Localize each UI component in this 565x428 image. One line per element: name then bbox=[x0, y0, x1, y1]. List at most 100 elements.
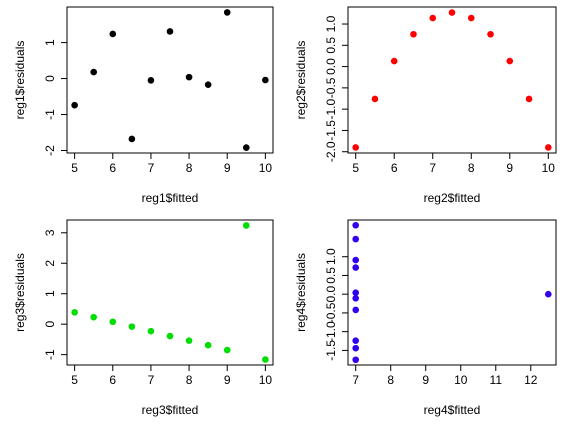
point bbox=[352, 344, 360, 352]
point bbox=[262, 356, 269, 363]
point bbox=[242, 222, 250, 229]
point bbox=[352, 356, 360, 364]
x-tick-label: 8 bbox=[186, 373, 193, 387]
point bbox=[352, 235, 360, 243]
x-tick-label: 12 bbox=[524, 373, 538, 387]
x-tick-label: 9 bbox=[422, 373, 429, 387]
y-tick-label: 1.0 bbox=[324, 248, 338, 265]
y-tick-label: 1.0 bbox=[324, 15, 338, 32]
x-tick-label: 10 bbox=[259, 373, 273, 387]
x-tick-label: 5 bbox=[71, 161, 78, 175]
x-axis-label: reg2$fitted bbox=[424, 191, 481, 205]
point bbox=[352, 289, 360, 296]
point bbox=[90, 313, 98, 321]
x-tick-label: 10 bbox=[454, 373, 468, 387]
x-tick-label: 5 bbox=[71, 373, 78, 387]
y-tick-label: 3 bbox=[43, 229, 57, 236]
x-tick-label: 9 bbox=[224, 373, 231, 387]
point bbox=[185, 337, 193, 344]
point bbox=[204, 81, 212, 88]
x-tick-label: 7 bbox=[429, 161, 436, 175]
point bbox=[448, 9, 456, 16]
x-tick-label: 10 bbox=[542, 161, 556, 175]
point bbox=[467, 14, 475, 22]
point bbox=[352, 295, 360, 302]
y-axis-label: reg4$residuals bbox=[294, 253, 308, 332]
point bbox=[544, 290, 552, 298]
point bbox=[71, 309, 78, 316]
plot-frame bbox=[347, 219, 557, 366]
point bbox=[166, 28, 174, 35]
point bbox=[223, 9, 231, 16]
point bbox=[147, 327, 155, 335]
x-tick-label: 5 bbox=[352, 161, 359, 175]
y-tick-label: -0.5 bbox=[324, 77, 338, 98]
y-tick-label: 1 bbox=[43, 39, 57, 46]
x-tick-label: 7 bbox=[148, 161, 155, 175]
point bbox=[109, 318, 117, 326]
point bbox=[352, 306, 360, 314]
point bbox=[544, 144, 552, 151]
y-tick-label: 1 bbox=[43, 290, 57, 297]
x-tick-label: 8 bbox=[387, 373, 394, 387]
y-axis-label: reg2$residuals bbox=[294, 41, 308, 120]
y-tick-label: -0.5 bbox=[324, 302, 338, 323]
x-tick-label: 9 bbox=[224, 161, 231, 175]
x-tick-label: 6 bbox=[109, 373, 116, 387]
point bbox=[352, 221, 360, 229]
x-tick-label: 7 bbox=[352, 373, 359, 387]
x-axis-label: reg1$fitted bbox=[142, 191, 199, 205]
point bbox=[128, 135, 136, 143]
y-tick-label: -1 bbox=[43, 349, 57, 360]
x-tick-label: 11 bbox=[490, 373, 503, 387]
y-tick-label: -1.0 bbox=[324, 98, 338, 119]
point bbox=[487, 30, 494, 38]
point bbox=[352, 337, 360, 344]
plot-frame bbox=[347, 6, 557, 154]
point bbox=[410, 30, 417, 38]
point bbox=[506, 57, 514, 65]
point bbox=[223, 346, 231, 354]
point bbox=[352, 256, 360, 264]
y-tick-label: 0 bbox=[43, 75, 57, 82]
y-tick-label: 0.5 bbox=[324, 267, 338, 284]
point bbox=[204, 341, 212, 349]
x-tick-label: 9 bbox=[506, 161, 513, 175]
y-tick-label: -1.5 bbox=[324, 120, 338, 141]
y-tick-label: 0 bbox=[43, 321, 57, 328]
point bbox=[185, 73, 193, 81]
point bbox=[352, 264, 360, 271]
plot-frame bbox=[66, 219, 274, 366]
point bbox=[71, 101, 78, 109]
point bbox=[242, 144, 250, 151]
x-axis-label: reg4$fitted bbox=[424, 403, 481, 417]
y-tick-label: 0.0 bbox=[324, 58, 338, 75]
y-axis-label: reg3$residuals bbox=[13, 253, 27, 332]
point bbox=[128, 323, 136, 330]
x-tick-label: 6 bbox=[109, 161, 116, 175]
x-tick-label: 7 bbox=[148, 373, 155, 387]
y-tick-label: -1 bbox=[43, 109, 57, 120]
y-tick-label: -1.5 bbox=[324, 340, 338, 361]
point bbox=[390, 57, 398, 65]
x-tick-label: 8 bbox=[468, 161, 475, 175]
x-tick-label: 8 bbox=[186, 161, 193, 175]
y-tick-label: -2.0 bbox=[324, 141, 338, 162]
y-axis-label: reg1$residuals bbox=[13, 41, 27, 120]
point bbox=[166, 332, 174, 340]
point bbox=[525, 95, 533, 103]
point bbox=[147, 77, 155, 84]
y-tick-label: -2 bbox=[43, 145, 57, 156]
point bbox=[109, 30, 117, 38]
x-tick-label: 10 bbox=[259, 161, 273, 175]
point bbox=[371, 95, 379, 103]
point bbox=[90, 68, 98, 76]
plot-frame bbox=[66, 6, 274, 154]
point bbox=[429, 14, 437, 22]
point bbox=[262, 76, 269, 84]
x-tick-label: 6 bbox=[391, 161, 398, 175]
y-tick-label: 0.0 bbox=[324, 286, 338, 303]
y-tick-label: -1.0 bbox=[324, 321, 338, 342]
x-axis-label: reg3$fitted bbox=[142, 403, 199, 417]
